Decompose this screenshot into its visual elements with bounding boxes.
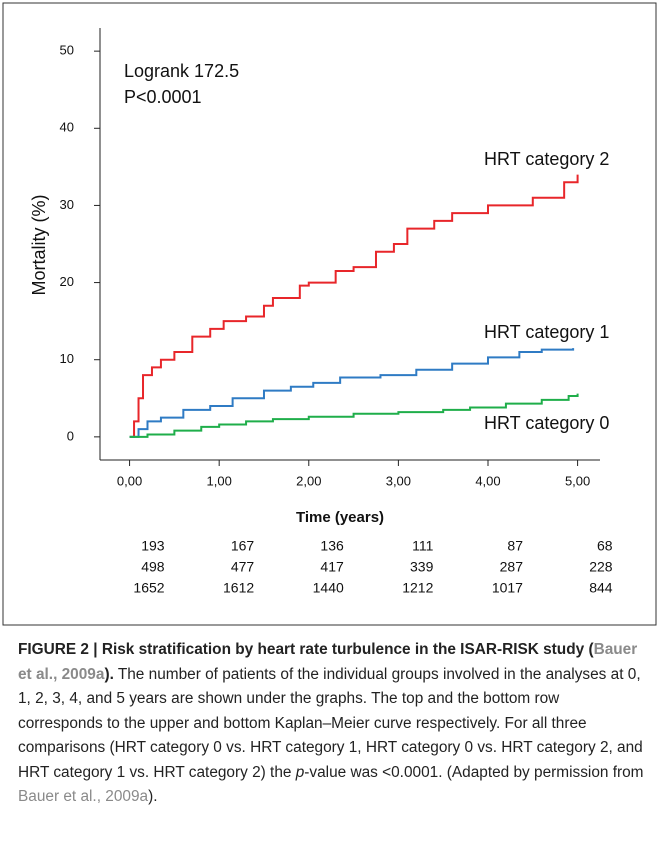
risk-count: 287 [500,559,524,575]
caption-text: p [295,763,305,781]
x-axis-label: Time (years) [296,509,384,526]
citation[interactable]: Bauer et al., 2009a [18,641,638,683]
risk-count: 68 [597,538,613,554]
frame [2,2,657,626]
x-tick-label: 4,00 [475,473,500,488]
risk-count: 193 [141,538,165,554]
risk-count: 1652 [133,580,164,596]
chart: Logrank 172.5 P<0.0001 Mortality (%) Tim… [2,2,657,626]
x-tick-label: 5,00 [565,473,590,488]
y-tick-label: 10 [60,351,74,366]
km-curve [129,393,579,438]
y-tick-label: 40 [60,120,74,135]
risk-count: 417 [320,559,344,575]
caption-text: ). [148,788,158,805]
y-tick-label: 50 [60,43,74,58]
risk-count: 111 [412,538,433,554]
risk-count: 1440 [313,580,344,596]
annotation: Logrank 172.5 [124,61,239,81]
risk-count: 136 [320,538,344,554]
km-curve [129,348,575,438]
y-tick-label: 0 [67,428,74,443]
risk-count: 844 [589,580,613,596]
caption-text: -value was <0.0001. (Adapted by permissi… [304,763,644,781]
annotation: P<0.0001 [124,87,202,107]
series-label: HRT category 0 [484,413,609,433]
risk-count: 477 [231,559,255,575]
series-label: HRT category 1 [484,322,609,342]
x-tick-label: 2,00 [296,473,321,488]
y-axis-label: Mortality (%) [29,194,49,295]
risk-count: 1017 [492,580,523,596]
y-tick-label: 20 [60,274,74,289]
citation[interactable]: Bauer et al., 2009a [18,788,149,805]
km-curve [129,174,579,438]
risk-count: 228 [589,559,613,575]
caption-title: ). [104,665,114,683]
risk-count: 1612 [223,580,254,596]
x-tick-label: 0,00 [117,473,142,488]
risk-count: 87 [507,538,523,554]
caption-title: FIGURE 2 | Risk stratification by heart … [18,641,594,658]
series-label: HRT category 2 [484,149,609,169]
x-tick-label: 1,00 [207,473,232,488]
risk-count: 498 [141,559,165,575]
x-tick-label: 3,00 [386,473,411,488]
caption: FIGURE 2 | Risk stratification by heart … [18,638,646,810]
risk-count: 339 [410,559,434,575]
y-tick-label: 30 [60,197,74,212]
caption-text: The number of patients of the individual… [18,665,643,781]
risk-count: 167 [231,538,255,554]
risk-count: 1212 [402,580,433,596]
